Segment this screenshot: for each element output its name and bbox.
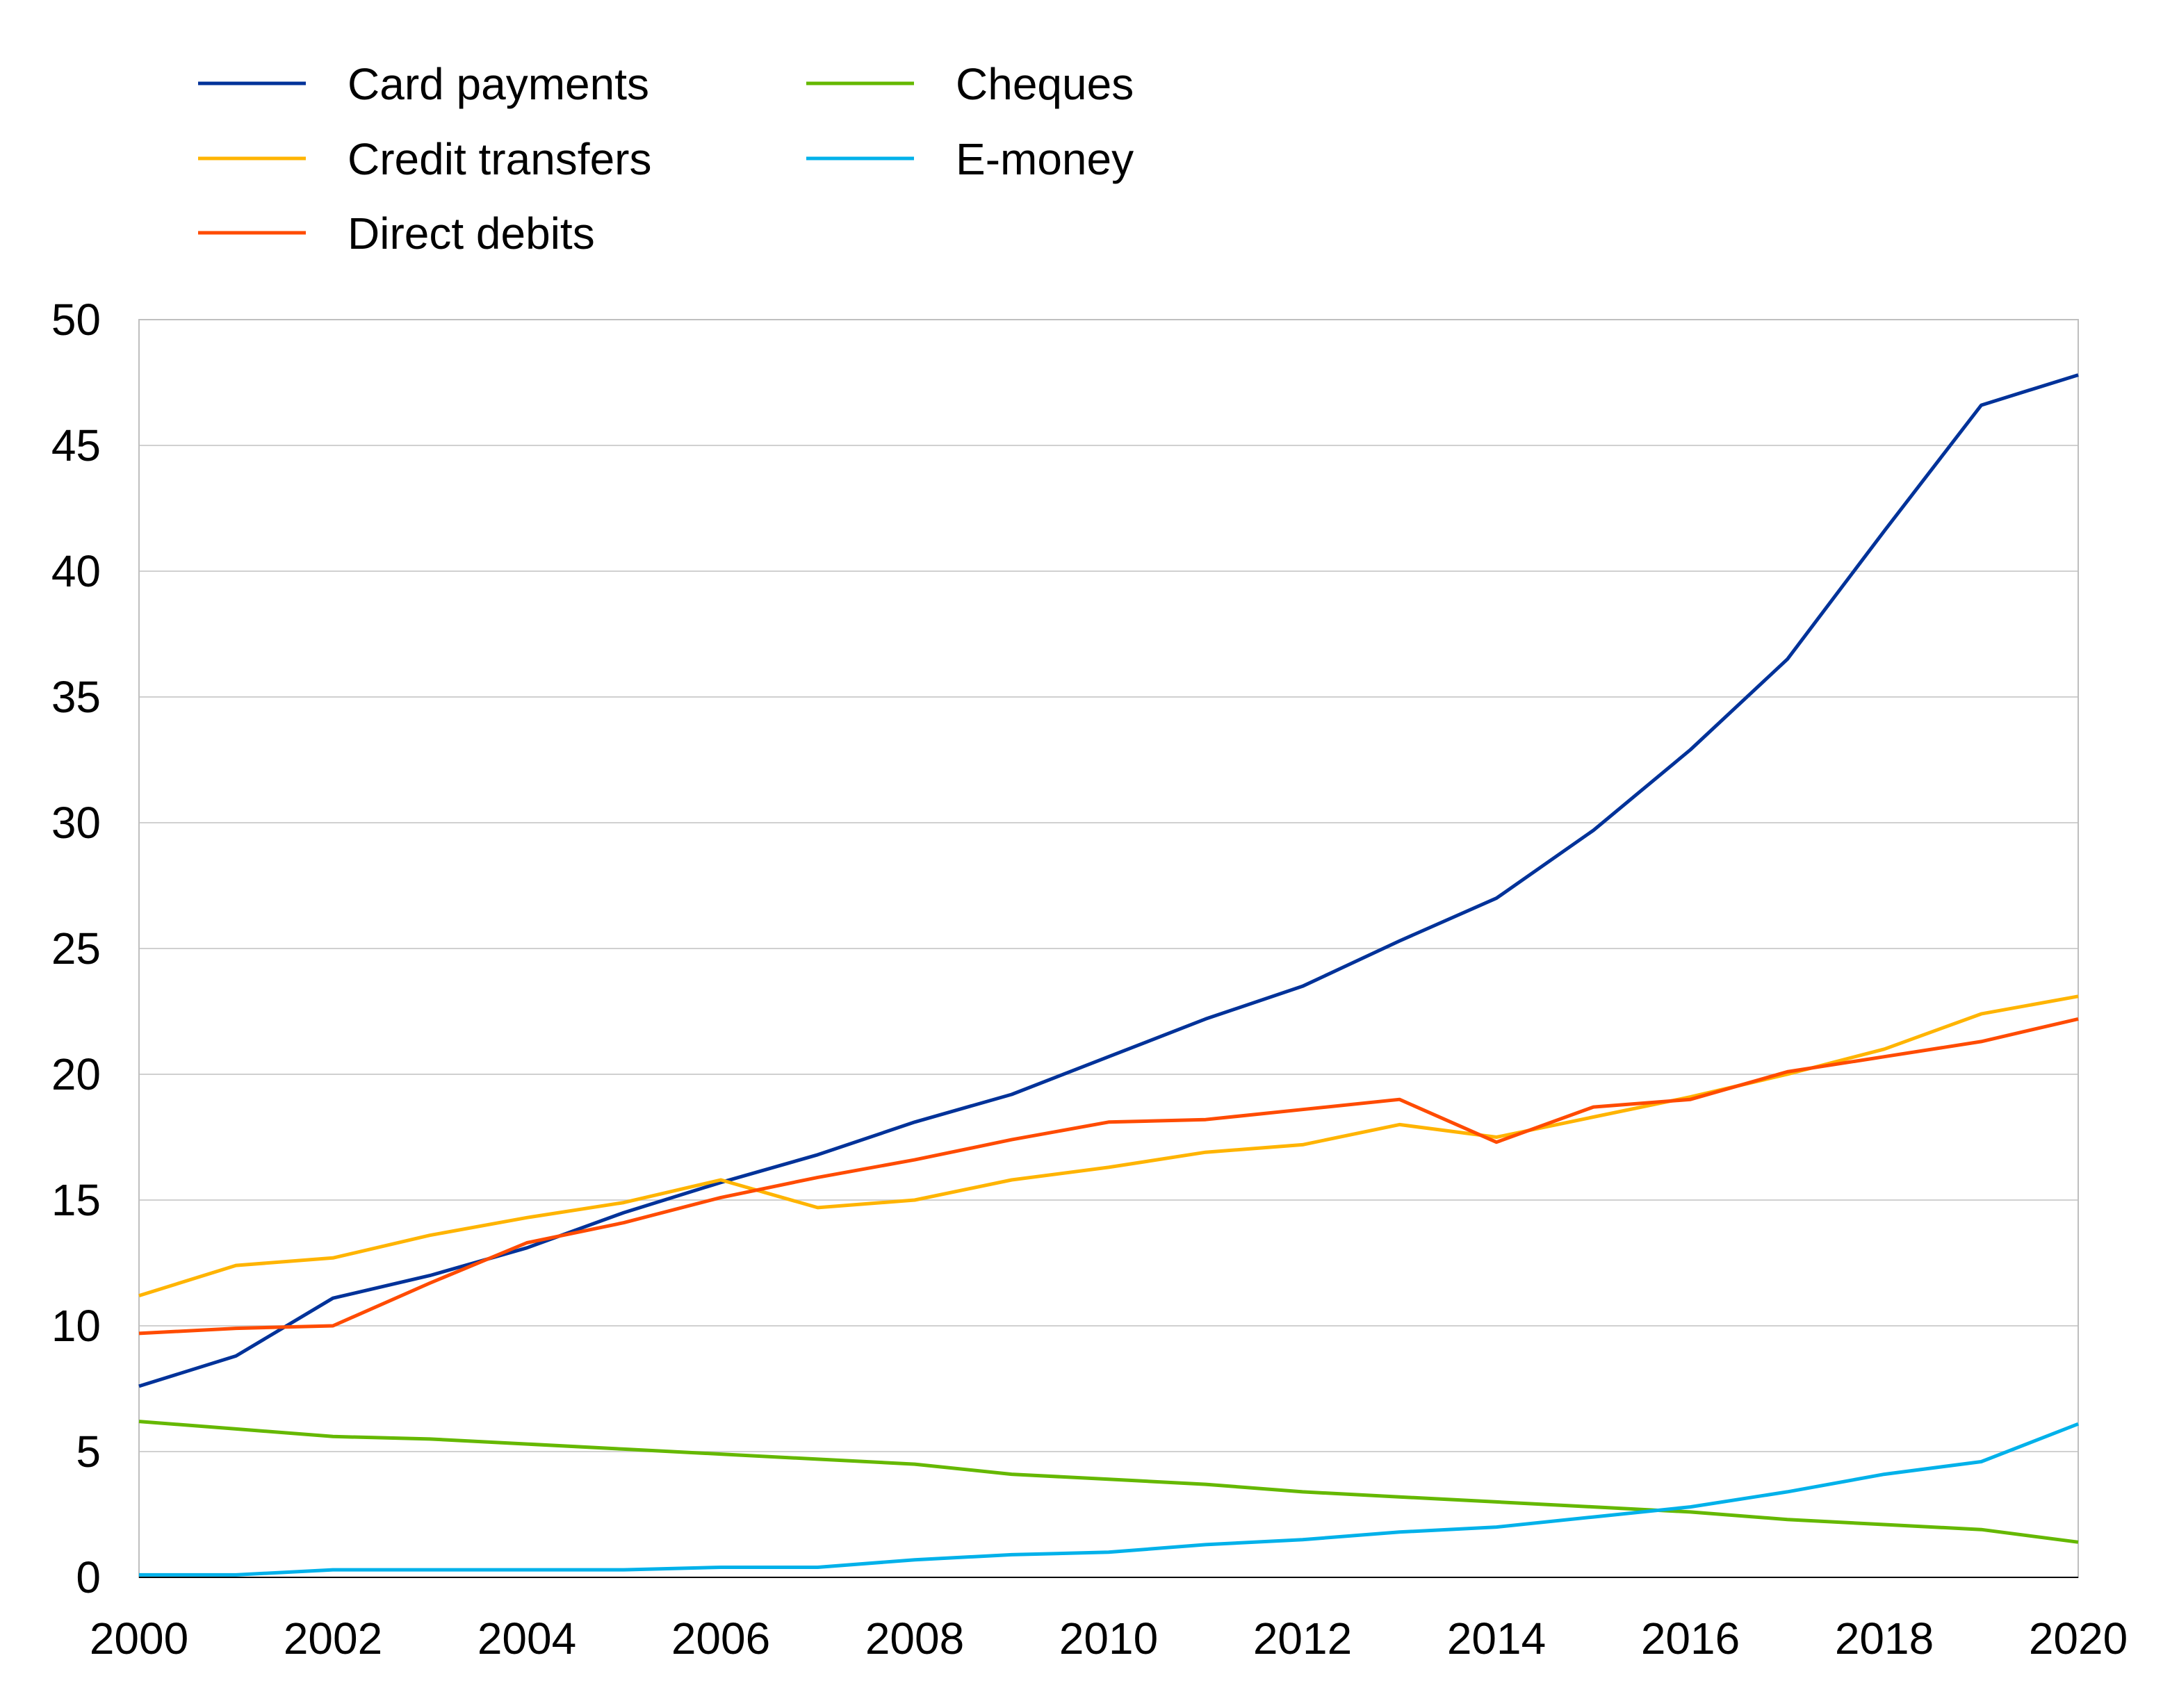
y-tick-label-30: 30 — [51, 798, 101, 848]
series-line-card-payments — [138, 373, 2079, 1388]
x-axis-tick-labels: 2000 2002 2004 2006 2008 2010 2012 2014 2016 2018… — [90, 1613, 2128, 1664]
series-layer — [138, 373, 2079, 1577]
y-tick-label-25: 25 — [51, 923, 101, 974]
series-line-cheques — [138, 1420, 2079, 1544]
x-tick-label-2002: 2002 — [284, 1613, 382, 1664]
y-tick-label-50: 50 — [51, 295, 101, 345]
x-tick-label-2016: 2016 — [1641, 1613, 1740, 1664]
series-line-e-money — [139, 1422, 2079, 1577]
y-tick-label-45: 45 — [51, 420, 101, 470]
y-tick-label-20: 20 — [51, 1049, 101, 1099]
gridlines — [139, 319, 2078, 1452]
legend-label-card-payments: Card payments — [348, 59, 649, 109]
x-tick-label-2014: 2014 — [1447, 1613, 1546, 1664]
x-tick-label-2018: 2018 — [1835, 1613, 1934, 1664]
legend-label-credit-transfers: Credit transfers — [348, 134, 651, 184]
x-tick-label-2010: 2010 — [1059, 1613, 1158, 1664]
y-tick-label-35: 35 — [51, 672, 101, 722]
x-tick-label-2020: 2020 — [2029, 1613, 2128, 1664]
y-tick-label-0: 0 — [76, 1552, 101, 1602]
y-tick-label-5: 5 — [76, 1427, 101, 1477]
series-line-direct-debits — [138, 1017, 2079, 1336]
y-tick-label-10: 10 — [51, 1301, 101, 1351]
x-tick-label-2000: 2000 — [90, 1613, 188, 1664]
legend-label-e-money: E-money — [956, 134, 1134, 184]
legend-label-cheques: Cheques — [956, 59, 1134, 109]
x-tick-label-2004: 2004 — [478, 1613, 576, 1664]
y-tick-label-15: 15 — [51, 1175, 101, 1225]
legend-label-direct-debits: Direct debits — [348, 208, 595, 258]
x-tick-label-2008: 2008 — [865, 1613, 964, 1664]
series-line-credit-transfers — [138, 994, 2079, 1297]
x-tick-label-2012: 2012 — [1253, 1613, 1352, 1664]
x-tick-label-2006: 2006 — [671, 1613, 770, 1664]
y-tick-label-40: 40 — [51, 546, 101, 596]
y-axis-tick-labels: 0 5 10 15 20 25 30 35 40 45 50 — [51, 295, 101, 1602]
legend: Card payments Credit transfers Direct debi… — [198, 59, 1134, 258]
